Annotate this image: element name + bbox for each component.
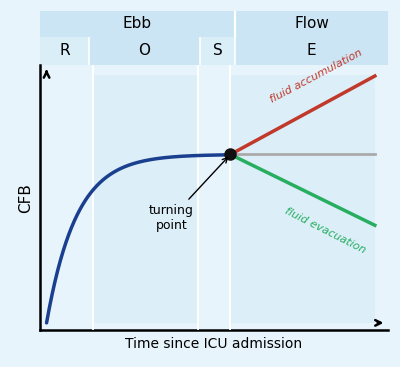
Y-axis label: CFB: CFB: [18, 183, 33, 213]
Bar: [40, 37, 89, 65]
X-axis label: Time since ICU admission: Time since ICU admission: [126, 337, 302, 351]
Text: S: S: [213, 43, 222, 58]
Bar: [230, 75, 375, 323]
Text: fluid evacuation: fluid evacuation: [284, 206, 368, 255]
Bar: [92, 75, 198, 323]
Bar: [235, 37, 388, 65]
Bar: [89, 37, 200, 65]
Bar: [200, 37, 235, 65]
Text: O: O: [138, 43, 150, 58]
Bar: [40, 11, 235, 37]
Text: Ebb: Ebb: [123, 16, 152, 31]
Text: R: R: [59, 43, 70, 58]
Text: fluid accumulation: fluid accumulation: [268, 47, 364, 104]
Text: turning
point: turning point: [149, 157, 228, 232]
Text: Flow: Flow: [294, 16, 329, 31]
Bar: [46, 75, 92, 323]
Text: E: E: [307, 43, 316, 58]
Bar: [235, 11, 388, 37]
Bar: [198, 75, 230, 323]
